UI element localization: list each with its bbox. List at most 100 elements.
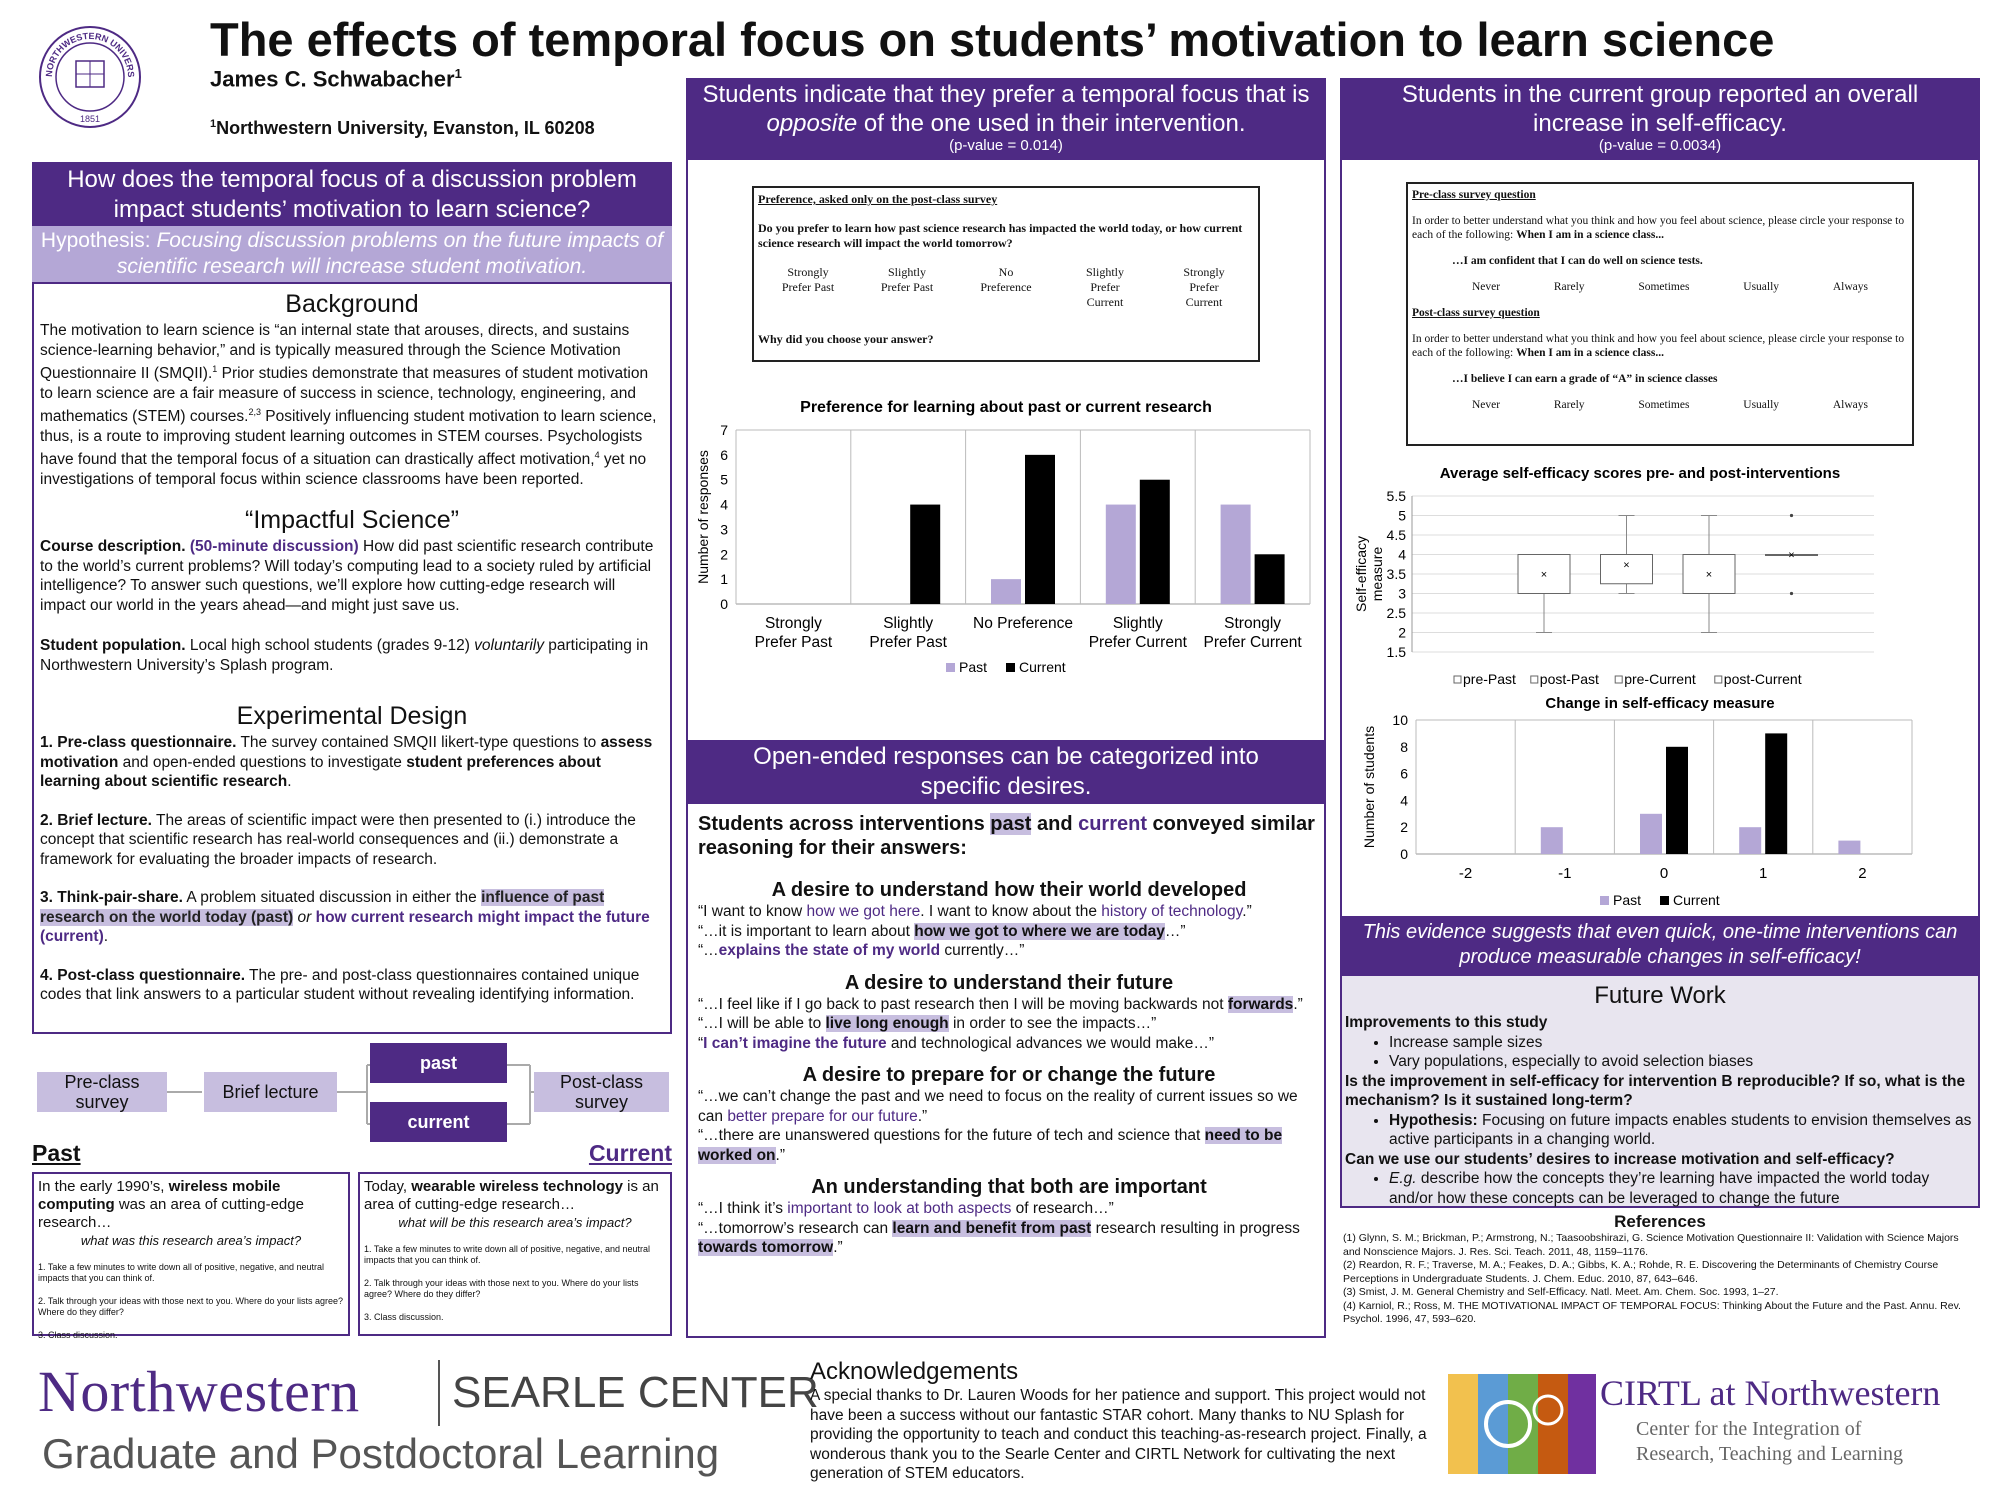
legend-swatch xyxy=(1530,675,1539,684)
y-tick-label: 4 xyxy=(720,497,728,513)
left-panel xyxy=(32,282,672,1034)
preference-bar-chart: Preference for learning about past or cu… xyxy=(695,399,1311,675)
bar-past xyxy=(1640,813,1662,854)
step-2: 2. Brief lecture. The areas of scientifi… xyxy=(40,811,636,868)
y-tick-label: 4.5 xyxy=(1387,527,1407,543)
y-tick-label: 3 xyxy=(1398,586,1406,602)
legend-swatch xyxy=(1600,896,1609,905)
svg-text:1851: 1851 xyxy=(80,114,100,124)
x-tick-label: Strongly xyxy=(1224,615,1281,632)
chart-title: Change in self-efficacy measure xyxy=(1545,695,1774,712)
scale-option: Slightly Prefer Past xyxy=(880,265,934,294)
chart-title: Preference for learning about past or cu… xyxy=(800,399,1212,416)
y-tick-label: 5 xyxy=(720,472,728,488)
impactful-science-title: “Impactful Science” xyxy=(245,506,459,534)
legend-swatch xyxy=(1614,675,1623,684)
bar-past xyxy=(1220,504,1251,604)
chart-title: Average self-efficacy scores pre- and po… xyxy=(1440,465,1840,482)
box-outlier xyxy=(1789,591,1794,596)
hypothesis-banner: Hypothesis: Focusing discussion problems… xyxy=(32,226,672,282)
y-tick-label: 7 xyxy=(720,422,728,438)
y-tick-label: 6 xyxy=(1400,766,1408,782)
y-tick-label: 6 xyxy=(720,447,728,463)
box-outlier xyxy=(1789,513,1794,518)
y-tick-label: 2.5 xyxy=(1387,605,1407,621)
step-1: 1. Pre-class questionnaire. The survey c… xyxy=(40,734,653,790)
preference-survey-image: Preference, asked only on the post-class… xyxy=(752,186,1260,362)
x-tick-label: Prefer Past xyxy=(755,634,833,651)
past-discussion-card: In the early 1990’s, wireless mobile com… xyxy=(32,1172,350,1340)
future-work-title: Future Work xyxy=(1594,982,1726,1009)
conclusion-banner: This evidence suggests that even quick, … xyxy=(1340,918,1980,974)
y-tick-label: 2 xyxy=(1400,819,1408,835)
y-axis-label: measure xyxy=(1369,547,1385,602)
bar-current xyxy=(1254,554,1285,604)
x-tick-label: -2 xyxy=(1459,865,1472,882)
references-title: References xyxy=(1614,1212,1706,1231)
cirtl-logo-icon xyxy=(1448,1360,1598,1480)
x-tick-label: Slightly xyxy=(1113,615,1163,632)
open-ended-header: Open-ended responses can be categorized … xyxy=(686,740,1326,804)
affiliation: 1Northwestern University, Evanston, IL 6… xyxy=(210,118,595,138)
x-tick-label: Prefer Current xyxy=(1203,634,1302,651)
open-ended-lead: Students across interventions past and c… xyxy=(698,813,1315,859)
future-item: Vary populations, especially to avoid se… xyxy=(1389,1052,1975,1072)
bar-current xyxy=(1025,454,1055,604)
bar-past xyxy=(1540,827,1563,854)
step-4: 4. Post-class questionnaire. The pre- an… xyxy=(40,966,640,1004)
course-description: Course description. (50-minute discussio… xyxy=(40,538,654,614)
y-tick-label: 4 xyxy=(1398,547,1406,563)
legend-label: pre-Past xyxy=(1463,671,1516,687)
x-tick-label: 0 xyxy=(1660,865,1668,882)
legend-label: Current xyxy=(1019,659,1066,675)
x-tick-label: 2 xyxy=(1858,865,1866,882)
experimental-design-title: Experimental Design xyxy=(236,702,468,730)
y-tick-label: 3 xyxy=(720,521,728,537)
self-efficacy-change-chart: Change in self-efficacy measure0246810-2… xyxy=(1361,695,1913,908)
open-ended-quotes: A desire to understand how their world d… xyxy=(698,879,1303,1256)
scale-option: Slightly Prefer Current xyxy=(1085,265,1124,309)
x-tick-label: Prefer Current xyxy=(1089,634,1188,651)
bar-current xyxy=(1139,479,1170,604)
legend-swatch xyxy=(1453,675,1462,684)
cirtl-wordmark: CIRTL at Northwestern xyxy=(1600,1373,1941,1413)
box-mean: × xyxy=(1541,569,1547,581)
reference: (1) Glynn, S. M.; Brickman, P.; Armstron… xyxy=(1343,1232,1959,1258)
y-tick-label: 5.5 xyxy=(1387,488,1407,504)
future-work-list: Improvements to this study Increase samp… xyxy=(1345,1013,1975,1208)
future-item: Hypothesis: Focusing on future impacts e… xyxy=(1389,1111,1975,1150)
y-tick-label: 3.5 xyxy=(1387,566,1407,582)
legend-label: post-Current xyxy=(1724,671,1802,687)
legend-label: pre-Current xyxy=(1624,671,1696,687)
bar-past xyxy=(1838,840,1861,854)
x-tick-label: Prefer Past xyxy=(869,634,947,651)
y-tick-label: 8 xyxy=(1400,739,1408,755)
university-seal: NORTHWESTERN UNIVERSITY 1851 xyxy=(35,17,142,129)
x-tick-label: Slightly xyxy=(883,615,933,632)
cirtl-subtitle-1: Center for the Integration of xyxy=(1636,1418,1862,1440)
bar-past xyxy=(991,579,1021,604)
preference-header: Students indicate that they prefer a tem… xyxy=(686,78,1326,160)
background-title: Background xyxy=(285,290,419,318)
acknowledgements-title: Acknowledgements xyxy=(810,1358,1019,1385)
x-tick-label: 1 xyxy=(1759,865,1767,882)
footer-divider xyxy=(438,1360,440,1426)
y-tick-label: 1 xyxy=(720,571,728,587)
self-efficacy-boxplot: Average self-efficacy scores pre- and po… xyxy=(1353,465,1874,687)
y-tick-label: 10 xyxy=(1392,712,1408,728)
y-tick-label: 2 xyxy=(720,546,728,562)
y-tick-label: 5 xyxy=(1398,508,1406,524)
box-body xyxy=(1600,554,1653,585)
x-tick-label: Strongly xyxy=(765,615,822,632)
flow-pre-class-survey: Pre-class survey xyxy=(37,1072,167,1112)
current-label: Current xyxy=(588,1140,672,1166)
legend-label: Current xyxy=(1673,892,1720,908)
poster-title: The effects of temporal focus on student… xyxy=(210,13,1775,66)
legend-label: Past xyxy=(959,659,987,675)
y-tick-label: 2 xyxy=(1398,625,1406,641)
self-efficacy-header: Students in the current group reported a… xyxy=(1340,78,1980,160)
acknowledgements-text: A special thanks to Dr. Lauren Woods for… xyxy=(810,1387,1427,1482)
y-tick-label: 0 xyxy=(1400,846,1408,862)
legend-swatch xyxy=(1006,663,1015,672)
scale-option: Strongly Prefer Current xyxy=(1183,265,1225,309)
